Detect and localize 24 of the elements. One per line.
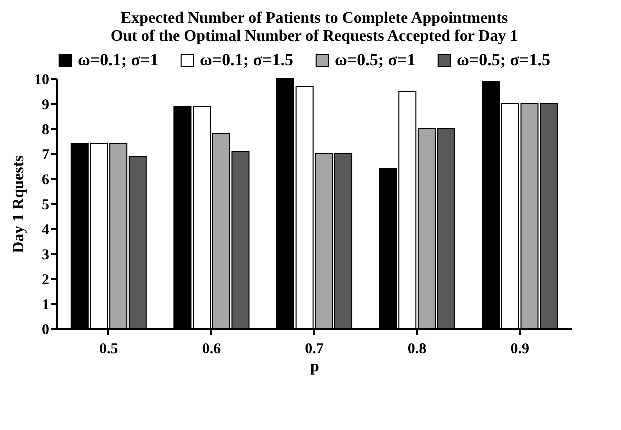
- y-tick-label: 0: [42, 322, 50, 338]
- y-tick-label: 4: [42, 222, 50, 238]
- y-tick-label: 2: [42, 272, 50, 288]
- y-tick-label: 3: [42, 248, 50, 264]
- x-tick-label: 0.9: [510, 342, 530, 358]
- text: Expected Number of Patients to Complete Appointments: [120, 10, 508, 27]
- x-tick-label: 0.5: [100, 342, 118, 358]
- y-tick-label: 5: [42, 198, 50, 214]
- y-tick-label: 6: [42, 172, 50, 188]
- legend-label: ω=0.1; σ=1: [78, 50, 159, 70]
- x-tick-label: 0.7: [305, 342, 324, 358]
- y-tick-label: 8: [42, 122, 50, 138]
- legend-label: ω=0.5; σ=1.5: [457, 50, 550, 70]
- y-axis-title: Day 1 Rquests: [10, 156, 28, 254]
- y-tick-label: 7: [42, 148, 50, 164]
- legend-label: ω=0.1; σ=1.5: [200, 50, 294, 70]
- x-tick-label: 0.8: [408, 342, 427, 358]
- text: Out of the Optimal Number of Requests Accepted for Day 1: [110, 28, 518, 45]
- x-tick-label: 0.6: [202, 342, 222, 358]
- legend-label: ω=0.5; σ=1: [335, 50, 416, 70]
- y-tick-label: 10: [34, 72, 50, 88]
- y-tick-label: 1: [42, 298, 50, 314]
- x-axis-title: p: [310, 358, 320, 376]
- y-tick-label: 9: [42, 98, 50, 114]
